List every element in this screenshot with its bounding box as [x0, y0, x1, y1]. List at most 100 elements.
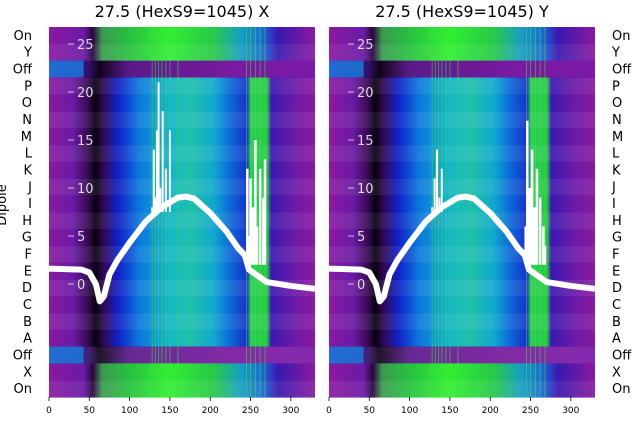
row-label: M [612, 130, 623, 145]
heatmap-row [329, 94, 595, 112]
row-label: L [25, 147, 33, 162]
overlay-tick-label: 25 [77, 38, 94, 53]
row-label: A [23, 332, 32, 347]
row-label: O [612, 96, 622, 111]
panel-y: 27.5 (HexS9=1045) YOnYOffPONMLKJIHGFEDCB… [326, 2, 632, 416]
spike-group [151, 82, 171, 212]
row-label: Y [611, 46, 620, 61]
heatmap-row [329, 380, 595, 398]
series-line [46, 193, 248, 305]
x-tick-label: 50 [364, 406, 376, 416]
row-label: H [612, 214, 622, 229]
row-label: H [22, 214, 32, 229]
x-tick-label: 0 [326, 406, 332, 416]
heatmap-row [49, 144, 315, 163]
heatmap-row [49, 43, 315, 62]
heatmap-row [49, 111, 315, 129]
heatmap-row [329, 228, 595, 247]
row-label: K [23, 164, 32, 179]
spike-group [524, 120, 547, 265]
row-label: On [612, 382, 630, 397]
row-label: I [612, 197, 616, 212]
x-tick-label: 300 [562, 406, 579, 416]
chart-title: 27.5 (HexS9=1045) Y [375, 2, 549, 21]
overlay-tick-label: 15 [357, 134, 374, 149]
row-label: K [612, 164, 621, 179]
heatmap-row [49, 363, 315, 381]
row-label: Off [13, 63, 33, 78]
heatmap-row [329, 363, 595, 381]
overlay-tick-label: 10 [357, 182, 374, 197]
row-label: Y [23, 46, 32, 61]
heatmap-row [49, 346, 315, 364]
row-label: N [612, 113, 622, 128]
heatmap-row [49, 60, 315, 79]
heatmap-row [329, 111, 595, 129]
row-label: D [22, 281, 32, 296]
row-label: J [27, 180, 32, 195]
heatmap-row [49, 228, 315, 247]
heatmap-row [49, 161, 315, 179]
x-tick-label: 200 [202, 406, 219, 416]
x-tick-label: 0 [46, 406, 52, 416]
row-label: C [612, 298, 621, 313]
y-axis-label: Dipole [0, 184, 10, 225]
spike-group [431, 149, 443, 212]
heatmap-row [329, 77, 595, 95]
heatmap-row [49, 27, 315, 45]
heatmap-row [329, 346, 595, 364]
series-line [521, 254, 596, 292]
heatmap-row [49, 94, 315, 112]
x-tick-label: 200 [482, 406, 499, 416]
x-tick-label: 250 [242, 406, 259, 416]
heatmap-row [49, 245, 315, 264]
heatmap-row [329, 312, 595, 331]
row-label: D [612, 281, 622, 296]
row-label: E [612, 264, 620, 279]
row-label: N [22, 113, 32, 128]
x-tick-label: 150 [441, 406, 458, 416]
overlay-tick-label: 5 [357, 230, 365, 245]
row-label: P [612, 79, 620, 94]
heatmap-row [49, 127, 315, 146]
overlay-tick-label: 15 [77, 134, 94, 149]
heatmap-cell [49, 60, 84, 78]
row-label: P [24, 79, 32, 94]
heatmap-row [49, 380, 315, 398]
overlay-tick-label: 20 [77, 86, 94, 101]
heatmap-row [49, 329, 315, 348]
overlay-tick-label: 25 [357, 38, 374, 53]
x-tick-label: 50 [84, 406, 96, 416]
heatmap-cell [329, 346, 364, 364]
overlay-tick-label: 5 [77, 230, 85, 245]
heatmap-row [329, 161, 595, 179]
heatmap-row [329, 27, 595, 45]
x-tick-label: 100 [401, 406, 418, 416]
heatmap-row [329, 279, 595, 297]
overlay-tick-label: 0 [77, 278, 85, 293]
row-label: C [23, 298, 32, 313]
heatmap-row [49, 296, 315, 314]
heatmap-row [49, 212, 315, 230]
row-label: L [612, 147, 620, 162]
row-label: Off [612, 63, 632, 78]
row-label: B [23, 315, 32, 330]
row-label: F [612, 248, 619, 263]
row-label: E [24, 264, 32, 279]
series-line [241, 254, 316, 292]
row-label: G [22, 231, 32, 246]
overlay-tick-label: 20 [357, 86, 374, 101]
row-label: On [14, 29, 32, 44]
heatmap-row [329, 43, 595, 62]
x-tick-label: 150 [161, 406, 178, 416]
heatmap-row [329, 296, 595, 314]
row-label: F [25, 248, 32, 263]
row-label: Off [13, 349, 33, 364]
row-label: I [28, 197, 32, 212]
row-label: Off [612, 349, 632, 364]
chart-title: 27.5 (HexS9=1045) X [95, 2, 270, 21]
row-label: X [612, 365, 621, 380]
x-tick-label: 300 [282, 406, 299, 416]
heatmap-row [49, 279, 315, 297]
